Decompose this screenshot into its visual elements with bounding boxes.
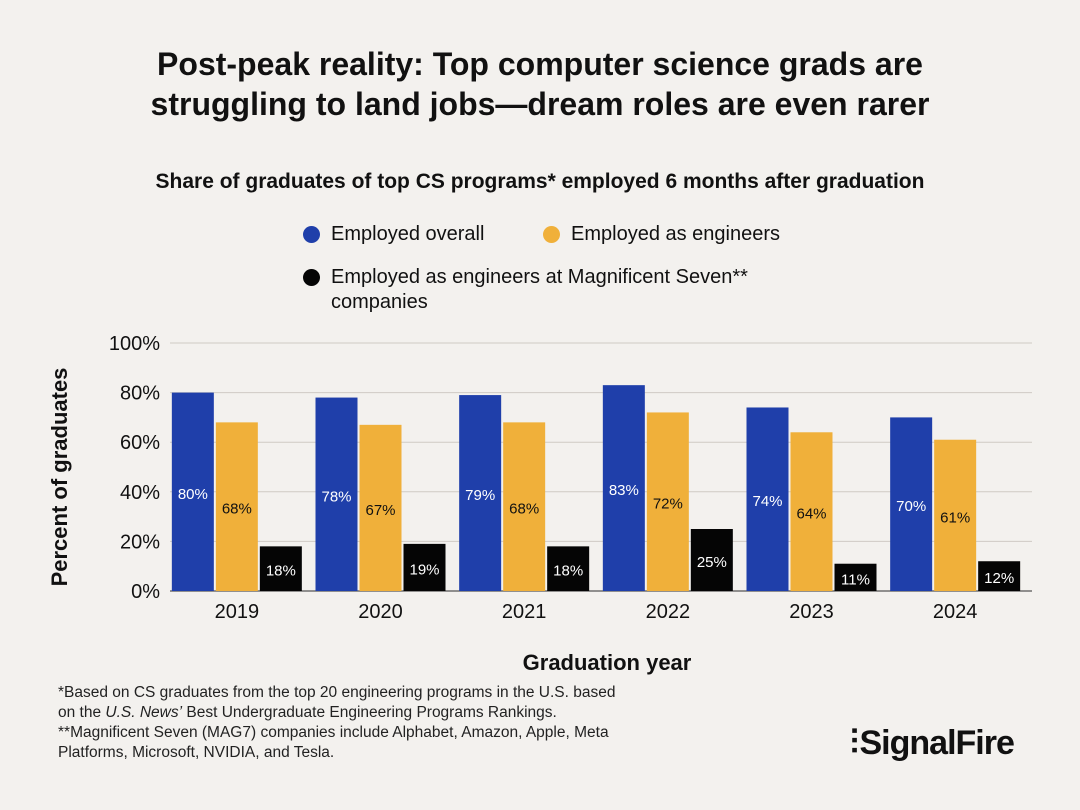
legend-swatch-yellow xyxy=(543,226,560,243)
title-line-2: struggling to land jobs—dream roles are … xyxy=(150,86,930,122)
bar-2021-series-2 xyxy=(547,546,590,591)
legend-item-employed-engineers: Employed as engineers xyxy=(543,222,780,247)
data-label: 79% xyxy=(465,487,495,504)
signalfire-logo: ⫶ SignalFire xyxy=(850,724,1015,763)
data-label: 18% xyxy=(266,563,296,580)
footnote-text: Best Undergraduate Engineering Programs … xyxy=(182,704,557,721)
footnote-italic: U.S. News’ xyxy=(105,704,183,721)
bar-2019-series-2 xyxy=(259,546,302,591)
y-tick-label: 100% xyxy=(109,333,160,355)
footnote-line-1: *Based on CS graduates from the top 20 e… xyxy=(58,684,616,701)
data-label: 70% xyxy=(896,498,926,515)
footnote-line-3: **Magnificent Seven (MAG7) companies inc… xyxy=(58,724,609,741)
footnote-line-2: on the U.S. News’ Best Undergraduate Eng… xyxy=(58,703,778,723)
data-label: 83% xyxy=(609,482,639,499)
footnote-text: on the xyxy=(58,704,106,721)
bar-2022-series-1 xyxy=(646,412,689,591)
bar-2020-series-1 xyxy=(359,424,402,591)
data-label: 12% xyxy=(984,570,1014,587)
chart-title-block: Post-peak reality: Top computer science … xyxy=(0,44,1080,124)
bar-2020-series-2 xyxy=(403,543,446,591)
data-label: 25% xyxy=(697,554,727,571)
signalfire-wordmark: SignalFire xyxy=(859,724,1015,762)
bar-2023-series-2 xyxy=(834,563,877,591)
y-tick-label: 0% xyxy=(131,581,160,603)
y-tick-label: 80% xyxy=(120,383,160,405)
signalfire-mark-icon: ⫶ xyxy=(850,724,858,762)
bar-2023-series-0 xyxy=(746,407,789,591)
data-label: 18% xyxy=(553,563,583,580)
x-tick-label: 2020 xyxy=(358,601,403,623)
y-tick-label: 40% xyxy=(120,482,160,504)
bar-2019-series-0 xyxy=(171,392,214,591)
legend-label: Employed overall xyxy=(331,223,485,245)
bar-2022-series-0 xyxy=(602,385,645,591)
bar-2019-series-1 xyxy=(215,422,258,591)
x-tick-label: 2024 xyxy=(933,601,978,623)
bar-2021-series-1 xyxy=(503,422,546,591)
x-tick-label: 2021 xyxy=(502,601,547,623)
data-label: 72% xyxy=(653,496,683,513)
y-axis-label: Percent of graduates xyxy=(47,368,72,587)
chart-subtitle: Share of graduates of top CS programs* e… xyxy=(155,170,925,193)
x-tick-label: 2022 xyxy=(646,601,691,623)
title-line-1: Post-peak reality: Top computer science … xyxy=(157,46,923,82)
data-label: 78% xyxy=(321,488,351,505)
data-label: 80% xyxy=(178,486,208,503)
data-label: 68% xyxy=(222,501,252,518)
bar-2024-series-0 xyxy=(890,417,933,591)
bar-2024-series-1 xyxy=(934,439,977,591)
x-tick-label: 2023 xyxy=(789,601,834,623)
y-tick-label: 60% xyxy=(120,432,160,454)
legend-swatch-black xyxy=(303,269,320,286)
data-label: 61% xyxy=(940,509,970,526)
data-label: 64% xyxy=(796,506,826,523)
legend-label-line-1: Employed as engineers at Magnificent Sev… xyxy=(331,266,748,288)
legend-item-employed-overall: Employed overall xyxy=(303,222,484,247)
footnotes: *Based on CS graduates from the top 20 e… xyxy=(58,683,778,763)
data-label: 11% xyxy=(841,571,870,588)
legend-label: Employed as engineers xyxy=(571,223,781,245)
bar-2021-series-0 xyxy=(459,395,502,591)
data-label: 68% xyxy=(509,501,539,518)
data-label: 74% xyxy=(752,493,782,510)
x-tick-label: 2019 xyxy=(215,601,260,623)
x-axis-label: Graduation year xyxy=(523,650,692,675)
bar-2024-series-2 xyxy=(978,561,1021,591)
bar-2023-series-1 xyxy=(790,432,833,591)
data-label: 19% xyxy=(409,561,439,578)
y-tick-label: 20% xyxy=(120,531,160,553)
bar-2020-series-0 xyxy=(315,397,358,591)
legend-label-line-2: companies xyxy=(331,291,428,313)
footnote-line-4: Platforms, Microsoft, NVIDIA, and Tesla. xyxy=(58,744,335,761)
legend-swatch-blue xyxy=(303,226,320,243)
legend-label: Employed as engineers at Magnificent Sev… xyxy=(331,265,748,315)
legend-item-mag7: Employed as engineers at Magnificent Sev… xyxy=(303,265,748,315)
data-label: 67% xyxy=(365,502,395,519)
bar-2022-series-2 xyxy=(690,529,733,591)
